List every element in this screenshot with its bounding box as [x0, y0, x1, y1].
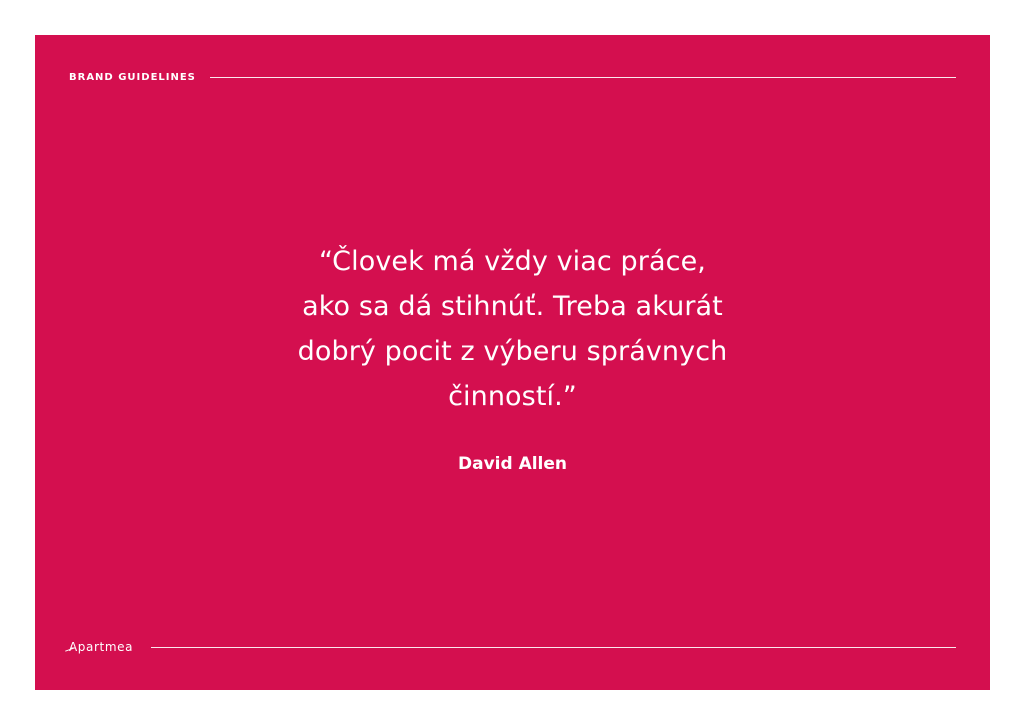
header-divider: [209, 76, 956, 78]
footer: Apartmea: [65, 638, 956, 656]
quote-line: dobrý pocit z výberu správnych: [297, 336, 728, 367]
brand-logo: Apartmea: [65, 640, 134, 654]
footer-divider: [151, 646, 956, 648]
quote-line: ako sa dá stihnúť. Treba akurát: [302, 291, 723, 322]
quote-card: BRAND GUIDELINES “Človek má vždy viac pr…: [35, 35, 990, 690]
quote-text: “Človek má vždy viac práce, ako sa dá st…: [35, 239, 990, 419]
quote-line: “Človek má vždy viac práce,: [319, 246, 706, 277]
quote-line: činností.”: [448, 381, 577, 412]
header: BRAND GUIDELINES: [69, 69, 956, 85]
logo-text: Apartmea: [69, 640, 134, 654]
quote-author: David Allen: [457, 454, 568, 474]
section-label: BRAND GUIDELINES: [69, 71, 196, 83]
